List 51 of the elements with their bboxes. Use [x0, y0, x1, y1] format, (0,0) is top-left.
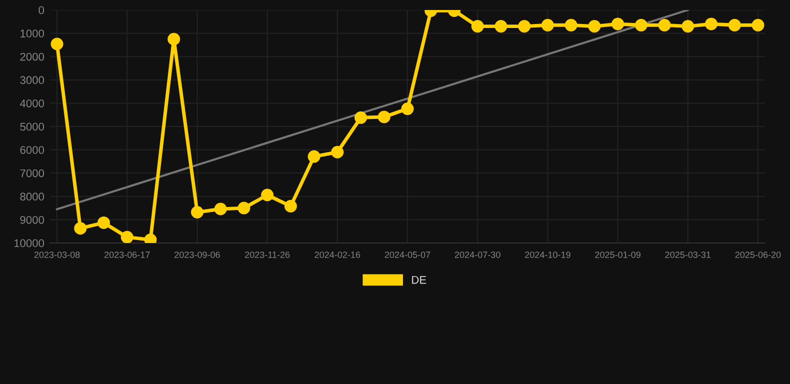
- point: [705, 18, 718, 30]
- point: [518, 20, 531, 33]
- x-tick-label: 2023-09-06: [174, 252, 220, 258]
- point: [331, 146, 344, 158]
- x-tick-label: 2024-10-19: [525, 252, 570, 258]
- point: [612, 18, 624, 30]
- point: [634, 18, 648, 32]
- point: [541, 18, 554, 32]
- y-tick-label: 2000: [20, 52, 44, 61]
- point: [401, 102, 414, 116]
- point: [564, 18, 578, 32]
- y-tick-label: 6000: [20, 146, 44, 154]
- point: [50, 38, 64, 50]
- point: [190, 206, 204, 218]
- x-tick-label: 2024-02-16: [314, 252, 360, 258]
- y-tick-label: 0: [38, 6, 44, 14]
- point: [682, 20, 694, 33]
- x-tick-label: 2024-07-30: [454, 252, 500, 258]
- y-tick-label: 5000: [20, 122, 44, 131]
- point: [378, 110, 390, 124]
- point: [588, 20, 601, 33]
- point: [261, 188, 274, 202]
- point: [494, 20, 508, 33]
- point: [214, 202, 227, 216]
- x-tick-label: 2025-03-31: [665, 252, 711, 258]
- point: [308, 150, 320, 163]
- x-tick-label: 2023-11-26: [245, 252, 290, 258]
- point: [74, 222, 87, 235]
- x-tick-label: 2025-06-20: [735, 252, 781, 258]
- x-tick-label: 2023-03-08: [34, 252, 80, 258]
- point: [97, 216, 110, 229]
- point: [120, 230, 134, 243]
- point: [168, 32, 180, 46]
- point: [238, 202, 250, 214]
- point: [728, 18, 741, 32]
- point: [752, 18, 764, 32]
- x-tick-label: 2023-06-17: [104, 252, 150, 258]
- x-tick-label: 2024-05-07: [384, 252, 430, 258]
- point: [658, 18, 671, 32]
- point: [284, 200, 297, 212]
- y-tick-label: 3000: [20, 76, 44, 84]
- y-tick-label: 4000: [20, 99, 44, 108]
- point: [471, 20, 484, 33]
- legend-label: DE: [412, 276, 426, 284]
- x-tick-label: 2025-01-09: [595, 252, 640, 258]
- y-tick-label: 7000: [20, 169, 44, 178]
- y-tick-label: 1000: [20, 30, 44, 38]
- y-tick-label: 9000: [20, 216, 44, 224]
- y-tick-label: 10000: [14, 239, 44, 248]
- point: [354, 111, 368, 124]
- y-tick-label: 8000: [20, 192, 44, 201]
